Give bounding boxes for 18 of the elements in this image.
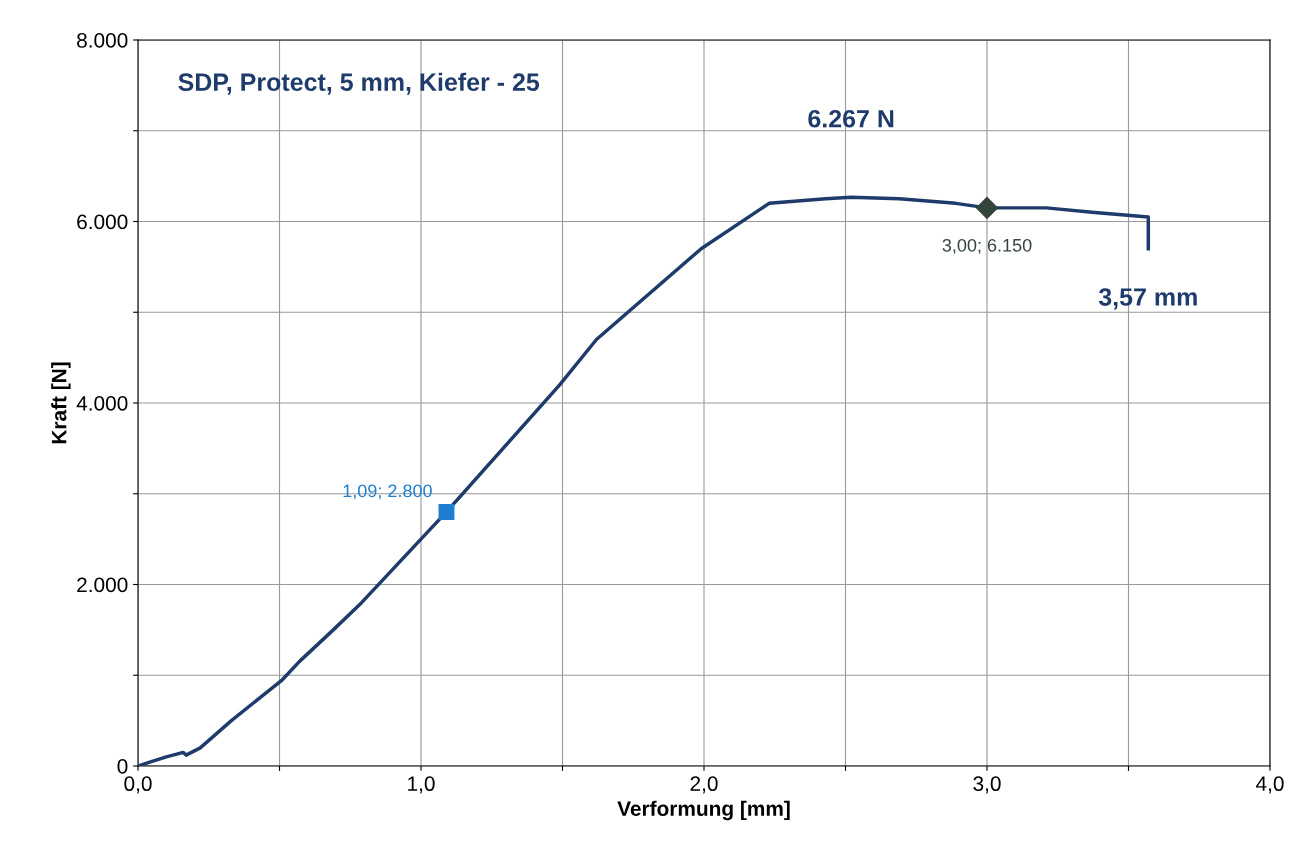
x-tick-label: 2,0 xyxy=(690,776,718,794)
y-axis-title: Kraft [N] xyxy=(51,362,71,444)
data-label: 3,00; 6.150 xyxy=(942,238,1032,254)
data-label: 1,09; 2.800 xyxy=(343,484,432,500)
y-tick-label: 2.000 xyxy=(77,577,128,593)
y-tick-label: 8.000 xyxy=(77,33,128,48)
x-tick-label: 3,0 xyxy=(973,776,1001,794)
annotation: 3,57 mm xyxy=(1098,288,1197,310)
y-tick-label: 0 xyxy=(117,759,128,774)
y-tick-label: 6.000 xyxy=(77,214,128,230)
x-tick-label: 1,0 xyxy=(408,776,435,794)
y-tick-label: 4.000 xyxy=(76,396,128,411)
line-series xyxy=(138,195,1151,766)
text: SDP, Protect, 5 mm, Kiefer - 25 xyxy=(178,72,540,95)
x-axis-title: Verformung [mm] xyxy=(617,800,790,821)
x-tick-label: 0,0 xyxy=(124,776,152,794)
annotation: 6.267 N xyxy=(808,109,894,128)
x-tick-label: 4,0 xyxy=(1256,776,1284,794)
